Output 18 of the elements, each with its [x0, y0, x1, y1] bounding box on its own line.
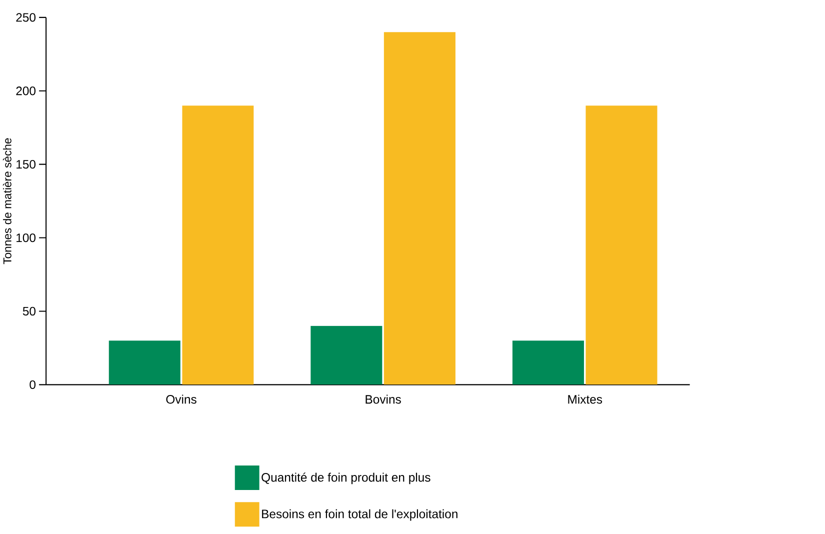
- y-tick-label: 150: [16, 160, 36, 169]
- y-tick-label: 250: [16, 13, 36, 22]
- y-tick-label: 200: [16, 86, 36, 96]
- bar: [586, 106, 658, 385]
- y-tick-label: 100: [16, 234, 36, 242]
- x-tick-label: Mixtes: [568, 394, 602, 404]
- bar: [384, 32, 456, 385]
- legend-label: Quantité de foin produit en plus: [262, 472, 430, 484]
- y-axis-title: Tonnes de matière sèche: [2, 138, 12, 264]
- bar: [512, 340, 584, 385]
- y-tick-label: 50: [22, 306, 36, 316]
- bar: [182, 106, 254, 385]
- bar: [108, 340, 180, 385]
- legend-label: Besoins en foin total de l'exploitation: [262, 509, 458, 521]
- x-tick-label: Ovins: [166, 394, 196, 404]
- x-tick-label: Bovins: [366, 394, 401, 404]
- y-tick-label: 0: [30, 380, 36, 390]
- bar: [310, 326, 382, 385]
